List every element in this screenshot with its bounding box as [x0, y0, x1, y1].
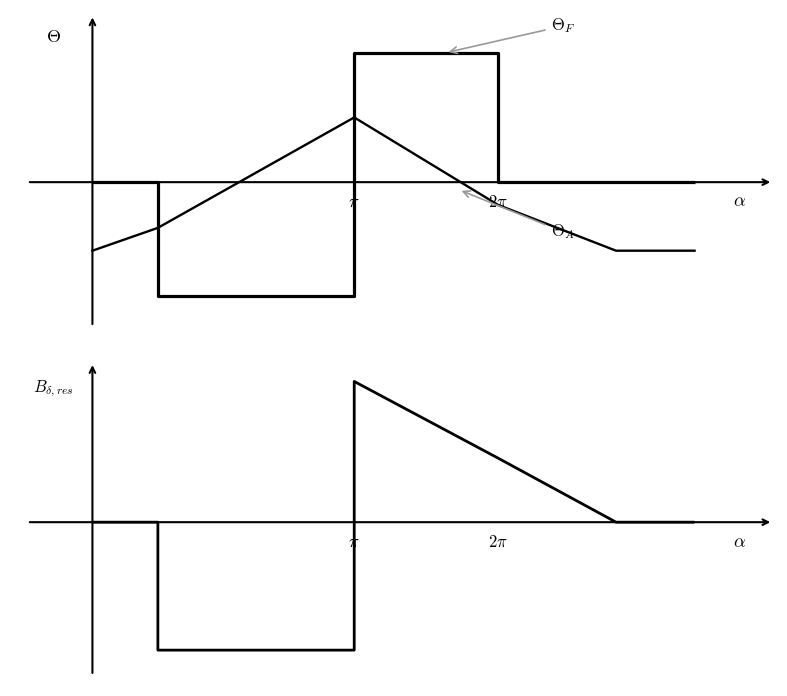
Text: $\Theta_A$: $\Theta_A$ — [464, 191, 575, 241]
Text: $\pi$: $\pi$ — [349, 534, 360, 551]
Text: $\pi$: $\pi$ — [349, 193, 360, 211]
Text: $2\pi$: $2\pi$ — [488, 193, 508, 211]
Text: $B_{\delta,res}$: $B_{\delta,res}$ — [33, 378, 73, 399]
Text: $2\pi$: $2\pi$ — [488, 534, 508, 551]
Text: $\alpha$: $\alpha$ — [733, 192, 746, 210]
Text: $\alpha$: $\alpha$ — [733, 534, 746, 552]
Text: $\Theta$: $\Theta$ — [46, 28, 61, 46]
Text: $\Theta_F$: $\Theta_F$ — [450, 17, 575, 54]
